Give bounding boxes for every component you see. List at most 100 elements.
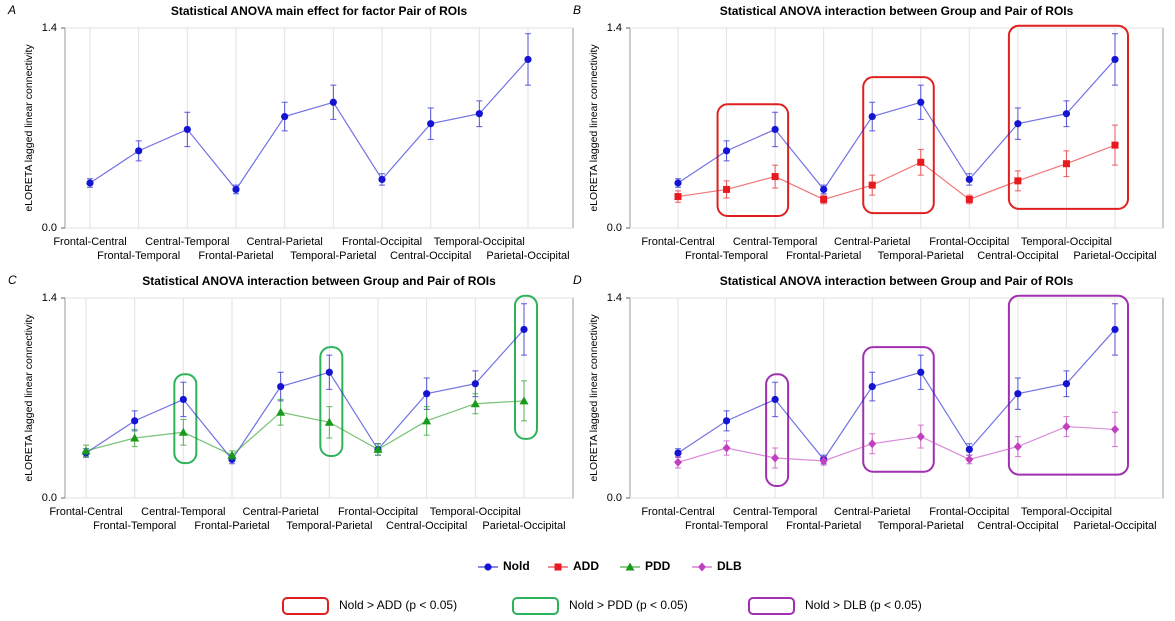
highlight-box — [765, 373, 790, 487]
highlight-box — [1007, 24, 1130, 210]
x-tick-label: Parietal-Occipital — [1073, 250, 1156, 262]
marker — [179, 395, 187, 404]
x-tick-label: Temporal-Occipital — [1021, 506, 1112, 518]
marker — [917, 98, 925, 106]
marker — [1111, 325, 1119, 334]
x-tick-label: Central-Temporal — [733, 506, 817, 518]
marker — [276, 407, 286, 416]
y-tick-label: 1.4 — [42, 22, 57, 34]
marker — [820, 195, 828, 203]
y-tick-label: 1.4 — [607, 292, 622, 304]
marker — [917, 368, 925, 376]
y-tick-label: 0.0 — [42, 222, 57, 234]
marker — [1062, 422, 1071, 432]
marker — [674, 193, 682, 201]
x-tick-label: Central-Occipital — [390, 250, 471, 262]
marker — [1062, 380, 1071, 388]
y-tick-label: 0.0 — [607, 492, 622, 504]
y-axis-label: eLORETA lagged linear connectivity — [23, 44, 35, 212]
marker — [277, 382, 285, 391]
legend-box — [512, 597, 559, 615]
series-line — [85, 329, 525, 461]
x-tick-label: Central-Occipital — [977, 520, 1058, 532]
marker — [131, 417, 139, 425]
marker — [281, 112, 289, 121]
plot-frame — [64, 27, 574, 229]
y-axis-label: eLORETA lagged linear connectivity — [588, 314, 600, 482]
series-line — [677, 59, 1116, 191]
marker — [965, 175, 973, 184]
marker — [819, 456, 828, 466]
x-tick-label: Central-Occipital — [386, 520, 467, 532]
y-tick-label: 0.0 — [607, 222, 622, 234]
marker — [771, 395, 779, 404]
x-tick-label: Temporal-Occipital — [1021, 236, 1112, 248]
legend-label: Nold > ADD (p < 0.05) — [339, 598, 457, 612]
marker — [1111, 141, 1119, 149]
series-line — [89, 59, 529, 191]
marker — [1062, 160, 1070, 168]
y-tick-label: 1.4 — [42, 292, 57, 304]
marker — [723, 185, 731, 193]
marker — [520, 325, 528, 334]
marker — [674, 179, 682, 187]
legend-label: Nold > DLB (p < 0.05) — [805, 598, 922, 612]
legend-label: Nold > PDD (p < 0.05) — [569, 598, 688, 612]
x-tick-label: Central-Temporal — [141, 506, 225, 518]
x-tick-label: Parietal-Occipital — [486, 250, 569, 262]
chart-title: Statistical ANOVA interaction between Gr… — [720, 274, 1074, 288]
x-tick-label: Central-Parietal — [834, 236, 910, 248]
marker — [135, 147, 143, 155]
y-axis-label: eLORETA lagged linear connectivity — [23, 314, 35, 482]
x-tick-label: Central-Parietal — [242, 506, 318, 518]
legend-label: PDD — [645, 559, 671, 573]
x-tick-label: Parietal-Occipital — [1073, 520, 1156, 532]
panel-letter: C — [8, 273, 17, 287]
legend-box — [748, 597, 795, 615]
x-tick-label: Frontal-Parietal — [786, 520, 861, 532]
highlight-box — [514, 294, 538, 440]
marker — [965, 454, 974, 464]
marker — [475, 110, 483, 118]
marker — [868, 382, 876, 391]
x-tick-label: Central-Parietal — [246, 236, 322, 248]
marker — [674, 457, 682, 467]
x-tick-label: Central-Occipital — [977, 250, 1058, 262]
chart-title: Statistical ANOVA main effect for factor… — [171, 4, 468, 18]
marker — [519, 396, 529, 405]
x-tick-label: Frontal-Parietal — [198, 250, 273, 262]
plot-frame — [64, 297, 574, 499]
highlight-box — [319, 346, 344, 457]
x-tick-label: Frontal-Central — [49, 506, 122, 518]
panel-letter: A — [7, 3, 16, 17]
legend-box — [282, 597, 329, 615]
marker — [698, 562, 706, 572]
x-tick-label: Temporal-Parietal — [878, 250, 964, 262]
series-line — [85, 400, 525, 456]
x-tick-label: Parietal-Occipital — [482, 520, 565, 532]
legend-label: DLB — [717, 559, 742, 573]
marker — [378, 175, 386, 184]
x-tick-label: Frontal-Temporal — [93, 520, 176, 532]
marker — [722, 147, 731, 155]
x-tick-label: Frontal-Central — [641, 506, 714, 518]
marker — [427, 120, 435, 128]
x-tick-label: Frontal-Occipital — [929, 506, 1009, 518]
marker — [471, 380, 479, 388]
chart-title: Statistical ANOVA interaction between Gr… — [142, 274, 496, 288]
marker — [329, 98, 337, 106]
marker — [1111, 424, 1119, 434]
marker — [771, 453, 780, 463]
marker — [965, 445, 973, 454]
marker — [916, 432, 925, 442]
marker — [1013, 442, 1022, 452]
panel-letter: B — [573, 3, 581, 17]
x-tick-label: Temporal-Occipital — [430, 506, 521, 518]
x-tick-label: Temporal-Parietal — [286, 520, 372, 532]
x-tick-label: Temporal-Parietal — [290, 250, 376, 262]
marker — [771, 173, 779, 181]
marker — [227, 450, 237, 459]
highlight-box — [716, 103, 790, 217]
